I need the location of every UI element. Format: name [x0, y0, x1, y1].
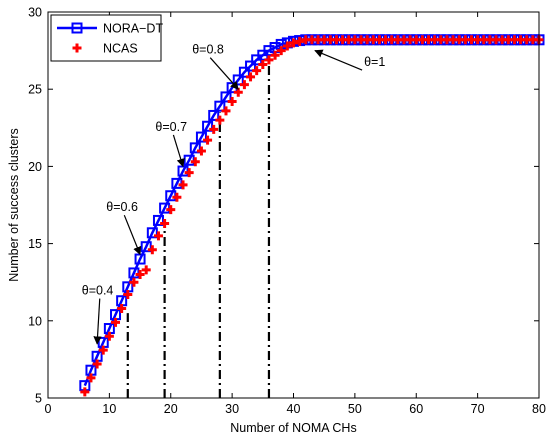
data-point: [220, 91, 232, 103]
data-point: [221, 106, 231, 116]
legend-swatch-marker: [72, 43, 82, 53]
data-point: [227, 97, 237, 107]
data-point: [111, 317, 121, 327]
data-point: [104, 331, 114, 341]
annotation: θ=0.4: [82, 284, 114, 345]
data-point: [128, 267, 140, 279]
annotation: θ=0.6: [106, 200, 142, 256]
annotations: θ=0.4 θ=0.6 θ=0.7 θ=0.8 θ=1: [82, 43, 385, 345]
x-tick-label: 30: [225, 402, 239, 416]
y-axis-label: Number of success clusters: [7, 128, 21, 282]
data-point: [189, 142, 201, 154]
annotation-arrow: [209, 57, 239, 90]
data-point: [289, 38, 298, 48]
legend-label: NCAS: [103, 42, 138, 56]
x-tick-label: 70: [471, 402, 485, 416]
y-tick-label: 5: [35, 392, 42, 406]
data-point: [295, 36, 305, 46]
data-point: [208, 109, 220, 121]
data-point: [190, 157, 200, 167]
x-tick-label: 80: [532, 402, 546, 416]
data-point: [178, 180, 188, 190]
plot-background: [48, 12, 539, 398]
x-tick-label: 0: [45, 402, 52, 416]
legend-entry: NCAS: [72, 42, 138, 56]
data-point: [252, 66, 262, 76]
y-tick-label: 25: [28, 83, 42, 97]
data-point: [153, 231, 163, 241]
data-point: [203, 135, 213, 145]
data-point: [215, 115, 225, 125]
annotation-label: θ=0.4: [82, 284, 114, 298]
annotation-arrow: [172, 134, 185, 168]
annotation-arrow: [314, 49, 363, 71]
annotation-arrow: [123, 214, 142, 256]
data-point: [245, 60, 257, 72]
data-point: [98, 345, 108, 355]
legend-swatch-marker: [71, 22, 83, 34]
plot-area: [48, 12, 539, 398]
y-tick-label: 20: [28, 160, 42, 174]
data-point: [264, 55, 274, 65]
x-tick-label: 40: [287, 402, 301, 416]
data-point: [152, 214, 164, 226]
annotation-label: θ=1: [364, 55, 385, 69]
data-point: [282, 41, 292, 51]
data-point: [159, 202, 171, 214]
data-point: [129, 277, 139, 287]
series-2: [80, 35, 544, 397]
data-point: [117, 303, 127, 313]
data-point: [80, 387, 90, 397]
annotation: θ=0.8: [192, 43, 239, 90]
data-point: [140, 241, 152, 253]
legend: NORA−DT NCAS: [50, 14, 163, 62]
data-point: [123, 290, 133, 300]
y-tick-label: 10: [28, 314, 42, 328]
x-axis-label: Number of NOMA CHs: [230, 421, 356, 435]
data-point: [147, 245, 157, 255]
data-point: [135, 269, 145, 279]
legend-box: [50, 14, 162, 62]
data-point: [258, 59, 268, 69]
data-point: [196, 146, 206, 156]
data-point: [141, 265, 151, 275]
annotation-arrow: [93, 298, 102, 345]
data-point: [239, 80, 249, 90]
series-layer: [79, 34, 545, 397]
annotation-label: θ=0.6: [106, 200, 138, 214]
annotation-label: θ=0.7: [155, 120, 187, 134]
data-point: [246, 72, 256, 82]
y-tick-label: 30: [28, 6, 42, 20]
annotation: θ=0.7: [155, 120, 187, 168]
data-point: [195, 131, 207, 143]
data-point: [202, 120, 214, 132]
annotation: θ=1: [314, 49, 385, 71]
data-point: [166, 205, 176, 215]
data-point: [276, 46, 286, 56]
data-point: [160, 219, 170, 229]
data-point: [171, 177, 183, 189]
annotation-label: θ=0.8: [192, 43, 224, 57]
data-point: [165, 190, 177, 202]
data-point: [209, 124, 219, 134]
legend-label: NORA−DT: [103, 22, 163, 36]
y-tick-label: 15: [28, 237, 42, 251]
x-tick-label: 50: [348, 402, 362, 416]
data-point: [238, 66, 250, 78]
data-point: [172, 192, 182, 202]
x-tick-label: 20: [164, 402, 178, 416]
data-point: [184, 168, 194, 178]
data-point: [270, 50, 280, 60]
x-tick-label: 10: [102, 402, 116, 416]
legend-entry: NORA−DT: [57, 22, 163, 36]
data-point: [263, 45, 275, 57]
data-point: [92, 359, 102, 369]
threshold-lines: [126, 61, 271, 398]
data-point: [214, 100, 226, 112]
x-tick-label: 60: [409, 402, 423, 416]
data-point: [146, 227, 158, 239]
data-point: [86, 373, 96, 383]
axes: 0 10 20 30 40 50 60 70 80 5 10 15 20 25 30: [28, 6, 546, 417]
